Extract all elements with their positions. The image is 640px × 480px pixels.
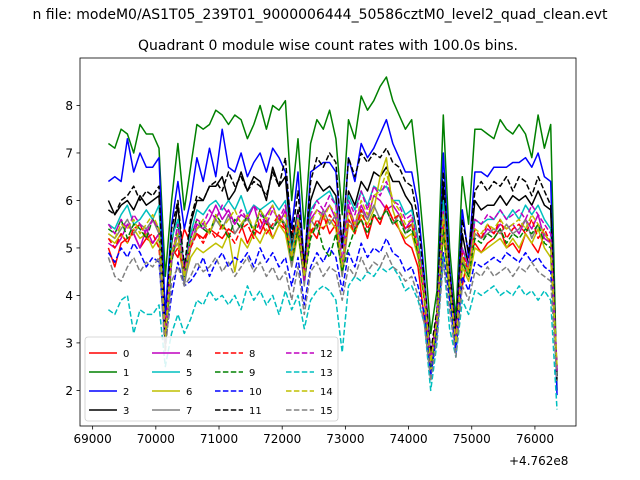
legend-label-1: 1 xyxy=(123,368,129,379)
legend-label-9: 9 xyxy=(249,368,255,379)
series-lines xyxy=(107,76,558,410)
x-tick-label: 75000 xyxy=(453,432,491,446)
legend-label-14: 14 xyxy=(320,387,333,398)
legend-label-2: 2 xyxy=(123,387,129,398)
legend-label-3: 3 xyxy=(123,406,129,417)
legend-label-8: 8 xyxy=(249,349,255,360)
legend-label-12: 12 xyxy=(320,349,333,360)
series-line-12 xyxy=(107,180,558,372)
x-tick-label: 69000 xyxy=(74,432,112,446)
legend-label-13: 13 xyxy=(320,368,333,379)
x-tick-label: 74000 xyxy=(389,432,427,446)
series-line-9 xyxy=(107,209,558,372)
y-tick-label: 8 xyxy=(65,99,73,113)
legend-label-15: 15 xyxy=(320,406,333,417)
series-line-2 xyxy=(107,118,558,396)
series-line-10 xyxy=(107,237,558,377)
x-tick-label: 71000 xyxy=(200,432,238,446)
y-tick-label: 2 xyxy=(65,384,73,398)
x-tick-label: 70000 xyxy=(137,432,175,446)
legend-label-10: 10 xyxy=(249,387,262,398)
series-line-11 xyxy=(107,147,558,377)
series-line-1 xyxy=(107,76,558,391)
y-tick-label: 4 xyxy=(65,289,73,303)
legend-label-4: 4 xyxy=(186,349,192,360)
x-tick-label: 73000 xyxy=(326,432,364,446)
legend-label-0: 0 xyxy=(123,349,129,360)
legend-label-6: 6 xyxy=(186,387,192,398)
x-tick-label: 72000 xyxy=(263,432,301,446)
y-tick-label: 7 xyxy=(65,146,73,160)
legend-box xyxy=(84,336,339,422)
plot-title: Quadrant 0 module wise count rates with … xyxy=(138,38,518,54)
y-tick-label: 3 xyxy=(65,336,73,350)
legend-label-11: 11 xyxy=(249,406,262,417)
series-line-15 xyxy=(107,251,558,382)
y-tick-label: 6 xyxy=(65,194,73,208)
axes: 69000 70000 71000 72000 73000 74000 75000 76000… xyxy=(65,57,577,446)
legend-label-7: 7 xyxy=(186,406,192,417)
figure-suptitle: n file: modeM0/AS1T05_239T01_9000006444_… xyxy=(32,7,608,23)
series-line-14 xyxy=(107,171,558,367)
series-line-13 xyxy=(107,256,558,410)
legend-label-5: 5 xyxy=(186,368,192,379)
x-offset-label: +4.762e8 xyxy=(509,454,568,468)
x-tick-label: 76000 xyxy=(516,432,554,446)
axes-frame xyxy=(79,57,577,427)
y-tick-label: 5 xyxy=(65,241,73,255)
